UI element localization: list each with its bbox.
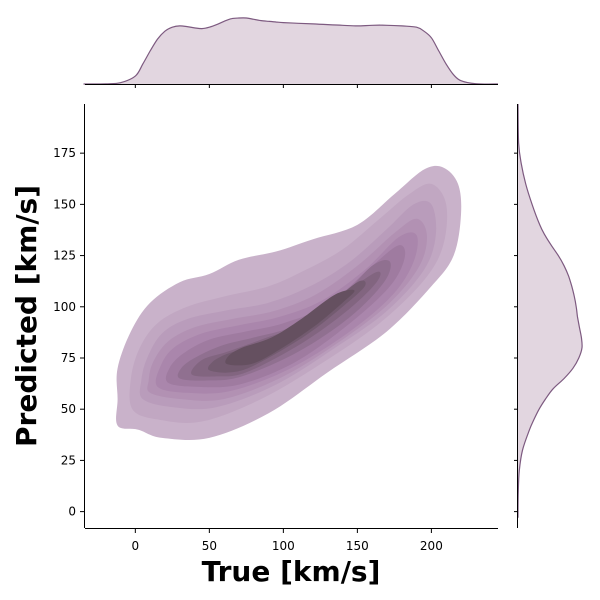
x-tick-label: 150 <box>346 539 369 553</box>
marginal-x-density-line <box>83 17 499 85</box>
marginal-y-density-fill <box>518 104 583 518</box>
y-axis-label: Predicted [km/s] <box>10 185 43 447</box>
marginal-x-density-fill <box>83 17 498 85</box>
y-tick-label: 125 <box>53 249 76 263</box>
y-tick-label: 75 <box>61 351 76 365</box>
y-tick-label: 25 <box>61 453 76 467</box>
marginal-x-kde <box>83 17 499 88</box>
y-tick-label: 100 <box>53 300 76 314</box>
marginal-y-kde <box>514 103 583 528</box>
axes: 0 50 100 150 200 0 25 50 75 100 125 150 175 <box>53 104 498 553</box>
marginal-y-density-line <box>517 103 583 518</box>
x-tick-label: 200 <box>420 539 443 553</box>
y-tick-label: 0 <box>68 505 76 519</box>
x-axis-label: True [km/s] <box>202 555 381 588</box>
x-tick-label: 0 <box>132 539 140 553</box>
y-tick-label: 50 <box>61 402 76 416</box>
y-tick-label: 150 <box>53 197 76 211</box>
y-tick-label: 175 <box>53 146 76 160</box>
x-tick-label: 100 <box>272 539 295 553</box>
joint-kde-contours <box>116 165 462 441</box>
density-contour-level-10 <box>225 289 355 366</box>
x-tick-label: 50 <box>202 539 217 553</box>
